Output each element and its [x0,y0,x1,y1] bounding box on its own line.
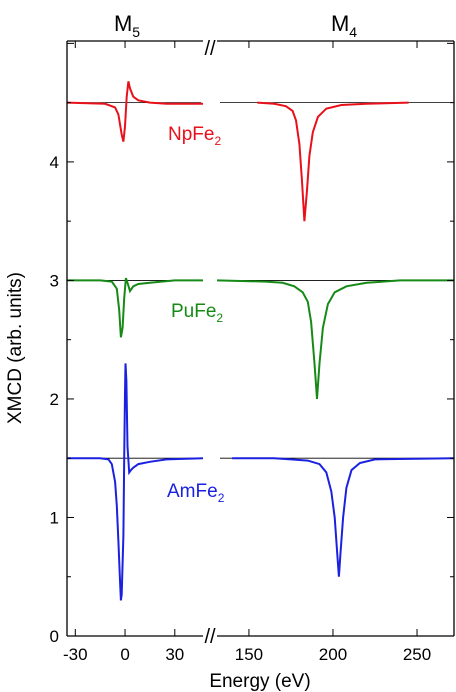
x-tick-label-m5: -30 [63,645,88,664]
x-tick-label-m5: 0 [120,645,129,664]
y-axis-label: XMCD (arb. units) [5,272,26,424]
x-tick-label-m5: 30 [165,645,184,664]
x-tick-label-m4: 200 [319,645,347,664]
axes-frame [66,40,455,637]
series-line-m5-amfe2 [67,363,204,601]
series-label-npfe2: NpFe2 [168,124,221,148]
y-tick-label: 3 [50,271,59,290]
x-tick-label-m4: 150 [235,645,263,664]
x-tick-label-m4: 250 [403,645,431,664]
series-layer [66,81,455,601]
series-label-amfe2: AmFe2 [167,481,225,505]
series-line-m4-npfe2 [257,101,409,222]
axis-break-bottom: // [204,626,216,648]
series-line-m5-npfe2 [66,81,203,142]
y-tick-label: 1 [50,508,59,527]
y-tick-label: 0 [50,627,59,646]
axis-break-top: // [204,38,216,60]
edge-label-m5: M5 [114,11,140,40]
y-tick-label: 2 [50,390,59,409]
series-label-pufe2: PuFe2 [171,301,223,325]
series-line-m4-pufe2 [216,279,454,399]
series-line-m4-amfe2 [232,457,455,577]
edge-label-m4: M4 [331,11,357,40]
y-tick-label: 4 [50,153,59,172]
x-axis-label: Energy (eV) [209,671,310,692]
series-line-m5-pufe2 [67,277,203,338]
